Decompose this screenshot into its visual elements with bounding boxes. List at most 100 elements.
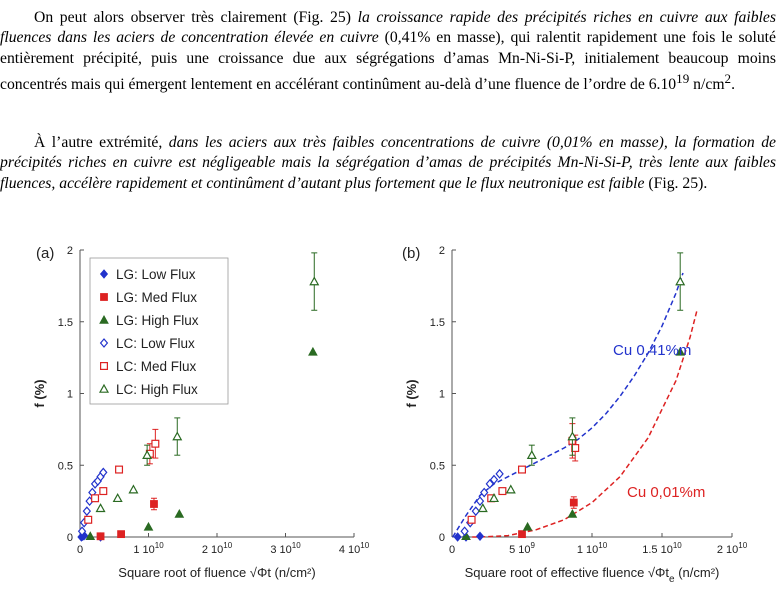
data-point (498, 487, 507, 496)
data-point (172, 431, 183, 441)
x-tick-label: 1 1010 (133, 541, 164, 556)
data-point (128, 484, 139, 494)
data-point (96, 532, 105, 541)
legend-label: LG: Low Flux (116, 267, 196, 282)
legend-marker (100, 293, 108, 301)
data-point (95, 503, 106, 513)
data-point (475, 531, 485, 542)
data-point (85, 531, 96, 540)
legend-label: LG: Med Flux (116, 290, 197, 305)
data-point (99, 487, 108, 496)
y-tick-label: 0.5 (430, 460, 445, 472)
legend-box (89, 257, 229, 405)
series-lg-med-flux (96, 497, 158, 541)
data-point (518, 530, 526, 539)
y-tick-label: 1 (67, 389, 73, 401)
y-tick-label: 0 (67, 532, 73, 544)
data-point (309, 276, 320, 286)
data-point (567, 431, 578, 441)
fit-curve (456, 310, 698, 538)
x-tick-label: 3 1010 (270, 541, 301, 556)
x-tick-label: 4 1010 (339, 541, 370, 556)
data-point (77, 526, 87, 537)
series-lc-low-flux (77, 467, 108, 537)
paragraph-1: On peut alors observer très clairement (… (0, 9, 776, 94)
y-tick-label: 0 (439, 532, 445, 544)
data-point (91, 494, 100, 503)
data-point (84, 515, 93, 524)
data-point (150, 500, 158, 508)
data-point (461, 531, 471, 540)
series-lc-med-flux (84, 428, 160, 524)
data-point (675, 346, 686, 356)
data-point (571, 444, 580, 453)
data-point (485, 478, 494, 489)
x-axis-title: Square root of effective fluence √Φte (n… (465, 565, 720, 585)
panel-label: (a) (36, 245, 54, 262)
data-point (471, 506, 480, 517)
series-lc-high-flux (477, 252, 686, 513)
data-point (453, 532, 462, 542)
y-axis-title: f (%) (32, 379, 47, 407)
x-tick-label: 1.5 1010 (642, 541, 682, 556)
data-point (495, 468, 504, 479)
legend-label: LC: Low Flux (116, 336, 195, 351)
series-lg-high-flux (85, 346, 318, 540)
y-axis-title: f (%) (404, 379, 419, 407)
curve-annotation: Cu 0,01%m (627, 484, 705, 501)
data-point (569, 498, 578, 507)
chart-panel-a: (a) 0 0.5 1 1.5 2 0 1 1010 2 1010 3 1010 4 1010 Squ… (32, 245, 370, 580)
legend-marker (99, 314, 109, 324)
legend-marker (99, 361, 108, 370)
x-tick-label: 5 109 (509, 541, 535, 556)
x-tick-label: 0 (449, 544, 455, 556)
panel-label: (b) (402, 245, 420, 262)
y-tick-label: 1.5 (430, 317, 445, 329)
series-lc-low-flux (460, 468, 504, 537)
legend-marker (98, 383, 110, 393)
legend-marker (99, 338, 109, 348)
paragraph-2-emphasis: dans les aciers aux très faibles concent… (0, 134, 776, 192)
data-point (477, 503, 488, 513)
data-point (505, 484, 516, 494)
x-axis-title: Square root of fluence √Φt (n/cm²) (118, 565, 315, 580)
y-tick-label: 1 (439, 389, 445, 401)
data-point (467, 515, 476, 524)
data-point (489, 474, 499, 485)
data-point (308, 346, 318, 356)
data-point (675, 276, 686, 286)
series-lg-med-flux (518, 496, 578, 539)
paragraph-1-emphasis: la croissance rapide des précipités rich… (0, 9, 776, 47)
data-point (142, 449, 153, 460)
paragraph-2: À l’autre extrémité, dans les aciers aux… (0, 134, 776, 192)
data-point (112, 493, 123, 503)
series-lg-high-flux (461, 346, 686, 540)
data-point (522, 521, 533, 531)
data-point (460, 526, 469, 537)
data-point (82, 506, 92, 517)
data-point (151, 439, 160, 448)
data-point (488, 493, 500, 503)
x-tick-label: 2 1010 (202, 541, 233, 556)
data-point (115, 465, 124, 474)
x-tick-label: 1 1010 (577, 541, 608, 556)
data-point (475, 496, 485, 507)
data-point (567, 509, 578, 518)
legend-label: LG: High Flux (116, 313, 199, 328)
data-point (99, 467, 108, 478)
data-point (526, 449, 537, 460)
y-tick-label: 2 (439, 245, 445, 257)
data-point (117, 530, 125, 539)
y-tick-label: 1.5 (58, 317, 73, 329)
legend-label: LC: High Flux (116, 382, 198, 397)
y-tick-label: 2 (67, 245, 73, 257)
data-point (143, 521, 154, 531)
x-tick-label: 0 (77, 544, 83, 556)
curve-annotation: Cu 0,41%m (613, 342, 691, 359)
chart-panel-b: (b) 0 0.5 1 1.5 2 0 5 109 1 1010 1.5 1010 2 1010 Sq… (402, 245, 748, 585)
data-point (174, 509, 185, 518)
y-tick-label: 0.5 (58, 460, 73, 472)
series-lc-high-flux (95, 252, 320, 513)
data-point (480, 487, 489, 498)
x-tick-label: 2 1010 (717, 541, 748, 556)
